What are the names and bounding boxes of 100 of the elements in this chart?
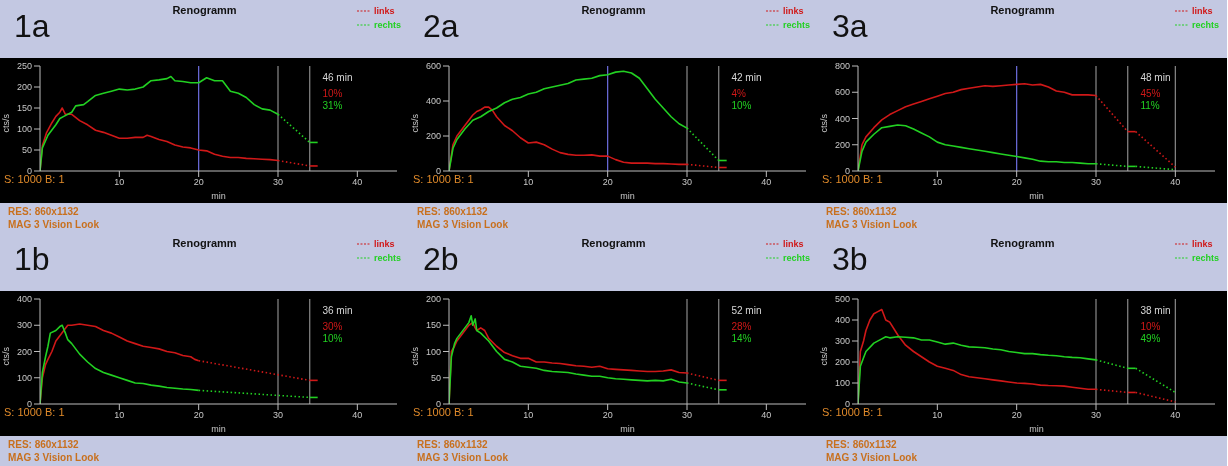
annotation: 10% <box>731 100 753 112</box>
x-tick-label: 10 <box>523 177 534 188</box>
x-tick-label: 20 <box>193 177 204 188</box>
text: MAG 3 Vision Look <box>8 451 99 464</box>
x-tick-label: 20 <box>1011 410 1022 421</box>
text: 1a <box>14 7 50 46</box>
text: 2a <box>423 7 459 46</box>
chart-title: Renogramm <box>990 237 1055 249</box>
x-tick-label: 20 <box>1011 177 1022 188</box>
y-axis-title: cts/s <box>410 113 421 133</box>
chart-title: Renogramm <box>172 4 237 16</box>
annotation: 48 min <box>1140 72 1171 84</box>
x-tick-label: 10 <box>932 410 943 421</box>
annotation: 45% <box>1140 88 1162 100</box>
annotation: 38 min <box>1140 305 1171 317</box>
x-tick-label: 40 <box>761 410 772 421</box>
y-tick-label: 200 <box>834 139 850 150</box>
x-tick-label: 10 <box>114 177 125 188</box>
y-tick-label: 100 <box>16 372 32 383</box>
y-axis-title: cts/s <box>1 113 12 133</box>
chart-title: Renogramm <box>581 237 646 249</box>
text: RES: 860x1132 <box>417 205 489 218</box>
y-tick-label: 800 <box>834 61 850 72</box>
x-tick-label: 20 <box>193 410 204 421</box>
chart-title: Renogramm <box>581 4 646 16</box>
x-tick-label: 30 <box>681 177 693 188</box>
y-tick-label: 100 <box>16 124 32 135</box>
text: MAG 3 Vision Look <box>417 451 508 464</box>
x-tick-label: 10 <box>932 177 943 188</box>
annotation: 42 min <box>731 72 762 84</box>
x-tick-label: 30 <box>1090 410 1102 421</box>
x-tick-label: 40 <box>1170 410 1181 421</box>
y-tick-label: 50 <box>430 372 441 383</box>
text: RES: 860x1132 <box>826 205 898 218</box>
annotation: 10% <box>322 333 344 345</box>
text: RES: 860x1132 <box>8 438 80 451</box>
y-axis-title: cts/s <box>1 346 12 366</box>
y-tick-label: 100 <box>425 346 441 357</box>
x-tick-label: 30 <box>272 410 284 421</box>
annotation: 14% <box>731 333 753 345</box>
x-tick-label: 10 <box>114 410 125 421</box>
text: 3a <box>832 7 868 46</box>
legend-label: links <box>373 6 395 16</box>
x-axis-title: min <box>620 191 635 201</box>
text: 3b <box>832 240 868 279</box>
y-tick-label: 200 <box>425 131 441 142</box>
y-tick-label: 200 <box>16 82 32 93</box>
y-tick-label: 300 <box>16 320 32 331</box>
y-tick-label: 400 <box>425 96 441 107</box>
x-tick-label: 40 <box>352 177 363 188</box>
annotation: 10% <box>322 88 344 100</box>
x-tick-label: 30 <box>1090 177 1102 188</box>
text: 2b <box>423 240 459 279</box>
chart-title: Renogramm <box>172 237 237 249</box>
annotation: 52 min <box>731 305 762 317</box>
annotation: 30% <box>322 321 344 333</box>
legend-label: rechts <box>373 253 401 263</box>
annotation: 11% <box>1140 100 1161 112</box>
y-tick-label: 150 <box>425 320 441 331</box>
text: RES: 860x1132 <box>417 438 489 451</box>
annotation: 46 min <box>322 72 353 84</box>
y-tick-label: 150 <box>16 103 32 114</box>
legend-label: rechts <box>782 253 810 263</box>
x-tick-label: 30 <box>681 410 693 421</box>
y-tick-label: 500 <box>834 294 850 305</box>
x-tick-label: 40 <box>352 410 363 421</box>
y-tick-label: 400 <box>834 315 850 326</box>
x-axis-title: min <box>211 191 226 201</box>
annotation: 28% <box>731 321 753 333</box>
legend-label: links <box>1191 239 1213 249</box>
chart-title: Renogramm <box>990 4 1055 16</box>
y-tick-label: 400 <box>834 113 850 124</box>
y-tick-label: 100 <box>834 378 850 389</box>
annotation: 49% <box>1140 333 1162 345</box>
legend-label: rechts <box>782 20 810 30</box>
annotation: 31% <box>322 100 344 112</box>
x-tick-label: 30 <box>272 177 284 188</box>
y-tick-label: 200 <box>16 346 32 357</box>
x-tick-label: 10 <box>523 410 534 421</box>
x-tick-label: 40 <box>761 177 772 188</box>
text: MAG 3 Vision Look <box>417 218 508 231</box>
y-tick-label: 400 <box>16 294 32 305</box>
annotation: 4% <box>731 88 747 100</box>
legend-label: links <box>782 6 804 16</box>
x-axis-title: min <box>211 424 226 434</box>
y-tick-label: 300 <box>834 336 850 347</box>
y-tick-label: 600 <box>834 87 850 98</box>
x-axis-title: min <box>620 424 635 434</box>
x-axis-title: min <box>1029 424 1044 434</box>
y-tick-label: 50 <box>21 145 32 156</box>
y-tick-label: 200 <box>425 294 441 305</box>
text: RES: 860x1132 <box>826 438 898 451</box>
legend-label: rechts <box>373 20 401 30</box>
legend-label: rechts <box>1191 253 1219 263</box>
y-axis-title: cts/s <box>819 113 830 133</box>
annotation: 10% <box>1140 321 1162 333</box>
x-tick-label: 20 <box>602 177 613 188</box>
text: MAG 3 Vision Look <box>826 451 917 464</box>
text: MAG 3 Vision Look <box>8 218 99 231</box>
legend-label: links <box>1191 6 1213 16</box>
